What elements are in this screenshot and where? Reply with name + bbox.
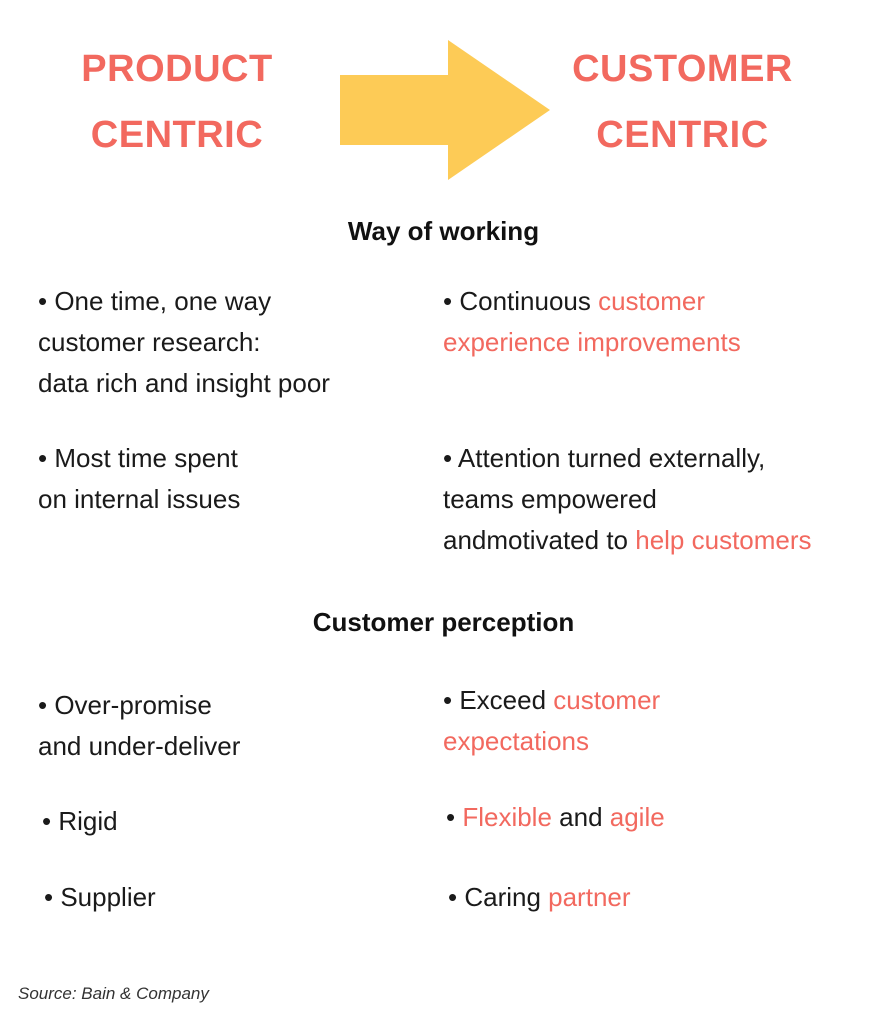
highlight-text: partner	[548, 882, 631, 912]
product-centric-heading: PRODUCT CENTRIC	[22, 36, 332, 168]
highlight-text: customer	[598, 286, 706, 316]
product-item-internal: • Most time spent on internal issues	[38, 438, 240, 520]
item-line: on internal issues	[38, 484, 241, 514]
item-line: • Most time spent	[38, 443, 238, 473]
item-line: customer research:	[38, 327, 261, 357]
customer-item-flexible: • Flexible and agile	[446, 797, 665, 838]
item-line: experience improvements	[443, 322, 741, 363]
customer-centric-heading: CUSTOMER CENTRIC	[530, 36, 835, 168]
highlight-text: help customers	[635, 525, 812, 555]
item-line: • Flexible and agile	[446, 797, 665, 838]
item-line: • Caring partner	[448, 877, 631, 918]
item-line: • Continuous customer	[443, 281, 741, 322]
item-text: • Continuous	[443, 286, 599, 316]
product-item-overpromise: • Over-promise and under-deliver	[38, 685, 240, 767]
way-of-working-title: Way of working	[347, 216, 540, 246]
product-centric-line2: CENTRIC	[90, 114, 264, 156]
item-line: and under-deliver	[38, 731, 241, 761]
right-arrow-icon	[340, 40, 550, 180]
product-centric-line1: PRODUCT	[81, 48, 273, 90]
product-item-supplier: • Supplier	[44, 877, 156, 918]
source-caption: Source: Bain & Company	[18, 984, 209, 1003]
item-text: • Exceed	[443, 685, 554, 715]
item-text: teams empowered	[443, 484, 657, 514]
item-line: • Attention turned externally,	[443, 438, 812, 479]
item-line: teams empowered	[443, 479, 812, 520]
right-arrow-shape	[340, 40, 550, 180]
customer-item-exceed: • Exceed customer expectations	[443, 680, 660, 762]
item-text: •	[446, 802, 463, 832]
customer-item-improvements: • Continuous customer experience improve…	[443, 281, 741, 363]
item-line: • Supplier	[44, 882, 156, 912]
item-line: andmotivated to help customers	[443, 520, 812, 561]
highlight-text: Flexible	[462, 802, 552, 832]
item-text: • Caring	[448, 882, 549, 912]
item-text: andmotivated to	[443, 525, 636, 555]
item-text: • Attention turned externally,	[443, 443, 766, 473]
customer-perception-title: Customer perception	[312, 607, 575, 637]
customer-item-attention: • Attention turned externally, teams emp…	[443, 438, 812, 561]
item-line: • Rigid	[42, 806, 118, 836]
product-item-rigid: • Rigid	[42, 801, 118, 842]
highlight-text: customer	[553, 685, 661, 715]
highlight-text: experience improvements	[443, 327, 741, 357]
customer-item-partner: • Caring partner	[448, 877, 631, 918]
highlight-text: agile	[609, 802, 665, 832]
product-item-research: • One time, one way customer research: d…	[38, 281, 330, 404]
item-line: • Over-promise	[38, 690, 212, 720]
customer-centric-line2: CENTRIC	[596, 114, 769, 156]
item-line: data rich and insight poor	[38, 368, 330, 398]
highlight-text: expectations	[443, 726, 589, 756]
item-line: expectations	[443, 721, 660, 762]
item-line: • Exceed customer	[443, 680, 660, 721]
item-text: and	[551, 802, 610, 832]
customer-centric-line1: CUSTOMER	[572, 48, 793, 90]
item-line: • One time, one way	[38, 286, 272, 316]
